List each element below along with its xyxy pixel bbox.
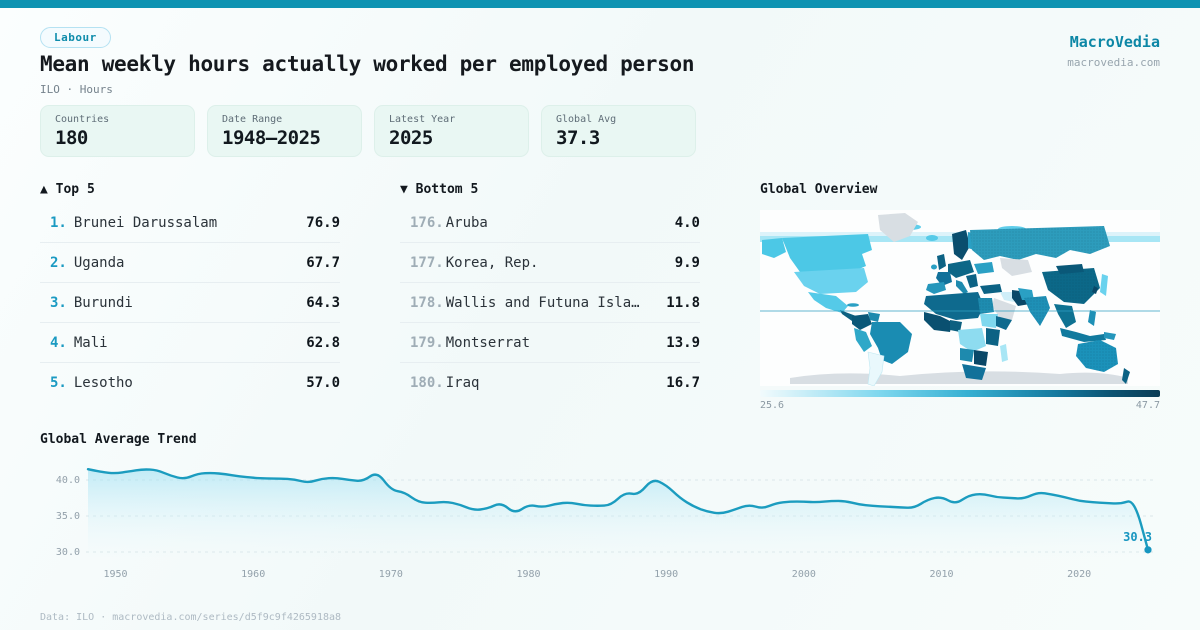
country-greenland (878, 213, 918, 242)
country-name: Wallis and Futuna Isla… (445, 294, 640, 311)
svg-text:2000: 2000 (792, 569, 816, 580)
bottom5-list: 176. Aruba 4.0 177. Korea, Rep. 9.9 178. Wallis… (400, 203, 700, 403)
svg-text:2010: 2010 (929, 569, 953, 580)
rank-number: 1. (50, 214, 67, 231)
country-value: 9.9 (674, 254, 700, 271)
stat-card-latest-year: Latest Year 2025 (374, 105, 529, 157)
list-item[interactable]: 176. Aruba 4.0 (400, 203, 700, 243)
source-attribution: Data: ILO · macrovedia.com/series/d5f9c9… (40, 612, 342, 623)
country-name: Mali (73, 334, 108, 351)
country-name: Montserrat (445, 334, 531, 351)
country-name: Aruba (445, 214, 488, 231)
stat-label: Global Avg (556, 114, 617, 125)
stat-label: Date Range (222, 114, 283, 125)
stat-value: 180 (55, 127, 88, 149)
country-name: Korea, Rep. (445, 254, 539, 271)
svg-text:40.0: 40.0 (56, 475, 80, 486)
svg-text:1950: 1950 (103, 569, 127, 580)
list-item[interactable]: 3. Burundi 64.3 (40, 283, 340, 323)
trend-header: Global Average Trend (40, 432, 197, 447)
list-item[interactable]: 5. Lesotho 57.0 (40, 363, 340, 403)
rank-number: 180. (410, 375, 444, 391)
trend-end-label: 30.3 (1123, 530, 1152, 544)
country-value: 67.7 (306, 254, 340, 271)
country-value: 13.9 (666, 334, 700, 351)
trend-line-chart: 30.0 35.0 40.0 1950 1960 1970 1980 1990 2000 2010… (56, 468, 1154, 580)
country-name: Iraq (445, 375, 480, 391)
svg-text:2020: 2020 (1067, 569, 1091, 580)
svg-text:30.0: 30.0 (56, 547, 80, 558)
map-legend-gradient (760, 390, 1160, 397)
stat-value: 2025 (389, 127, 433, 149)
rank-number: 178. (410, 294, 444, 311)
svg-text:1960: 1960 (241, 569, 265, 580)
stat-card-countries: Countries 180 (40, 105, 195, 157)
top-accent-bar (0, 0, 1200, 8)
rank-number: 3. (50, 294, 67, 311)
svg-text:1970: 1970 (379, 569, 403, 580)
rank-number: 176. (410, 214, 444, 231)
top5-panel: ▲ Top 5 1. Brunei Darussalam 76.9 2. Uganda 6… (40, 182, 340, 403)
list-item[interactable]: 1. Brunei Darussalam 76.9 (40, 203, 340, 243)
brand-domain-link[interactable]: macrovedia.com (1067, 56, 1160, 69)
svg-text:1990: 1990 (654, 569, 678, 580)
page-subtitle: ILO · Hours (40, 83, 113, 96)
list-item[interactable]: 177. Korea, Rep. 9.9 (400, 243, 700, 283)
list-item[interactable]: 178. Wallis and Futuna Isla… 11.8 (400, 283, 700, 323)
country-value: 4.0 (674, 214, 700, 231)
page-title: Mean weekly hours actually worked per em… (40, 52, 695, 76)
top5-list: 1. Brunei Darussalam 76.9 2. Uganda 67.7 3. Bur… (40, 203, 340, 403)
svg-text:35.0: 35.0 (56, 511, 80, 522)
stat-card-global-avg: Global Avg 37.3 (541, 105, 696, 157)
list-item[interactable]: 2. Uganda 67.7 (40, 243, 340, 283)
country-value: 16.7 (666, 375, 700, 391)
country-value: 57.0 (306, 375, 340, 391)
top5-header: ▲ Top 5 (40, 182, 95, 197)
rank-number: 179. (410, 334, 444, 351)
list-item[interactable]: 180. Iraq 16.7 (400, 363, 700, 403)
stat-card-date-range: Date Range 1948—2025 (207, 105, 362, 157)
stat-label: Countries (55, 114, 110, 125)
trend-panel: Global Average Trend 30.0 35.0 40.0 1950 196… (40, 432, 1160, 591)
trend-end-dot (1144, 546, 1152, 554)
antarctica (790, 371, 1128, 384)
bottom5-header: ▼ Bottom 5 (400, 182, 479, 197)
map-header: Global Overview (760, 182, 878, 197)
world-map-choropleth (760, 210, 1160, 386)
map-panel: Global Overview (760, 182, 1160, 411)
brand-name[interactable]: MacroVedia (1069, 33, 1160, 51)
country-name: Lesotho (73, 375, 133, 391)
bottom5-panel: ▼ Bottom 5 176. Aruba 4.0 177. Korea, Rep. 9.… (400, 182, 700, 403)
stat-value: 37.3 (556, 127, 600, 149)
country-value: 76.9 (306, 214, 340, 231)
country-value: 11.8 (666, 294, 700, 311)
stat-cards-row: Countries 180 Date Range 1948—2025 Latest Ye… (40, 105, 696, 157)
svg-text:1980: 1980 (516, 569, 540, 580)
country-name: Brunei Darussalam (73, 214, 218, 231)
list-item[interactable]: 4. Mali 62.8 (40, 323, 340, 363)
rank-number: 177. (410, 254, 444, 271)
stat-value: 1948—2025 (222, 127, 321, 149)
legend-max-label: 47.7 (1135, 400, 1160, 411)
country-value: 64.3 (306, 294, 340, 311)
country-name: Uganda (73, 254, 125, 271)
category-badge[interactable]: Labour (40, 27, 111, 48)
legend-min-label: 25.6 (760, 400, 785, 411)
rank-number: 5. (50, 375, 67, 391)
country-name: Burundi (73, 294, 133, 311)
stat-label: Latest Year (389, 114, 456, 125)
list-item[interactable]: 179. Montserrat 13.9 (400, 323, 700, 363)
rank-number: 4. (50, 334, 67, 351)
country-value: 62.8 (306, 334, 340, 351)
rank-number: 2. (50, 254, 67, 271)
